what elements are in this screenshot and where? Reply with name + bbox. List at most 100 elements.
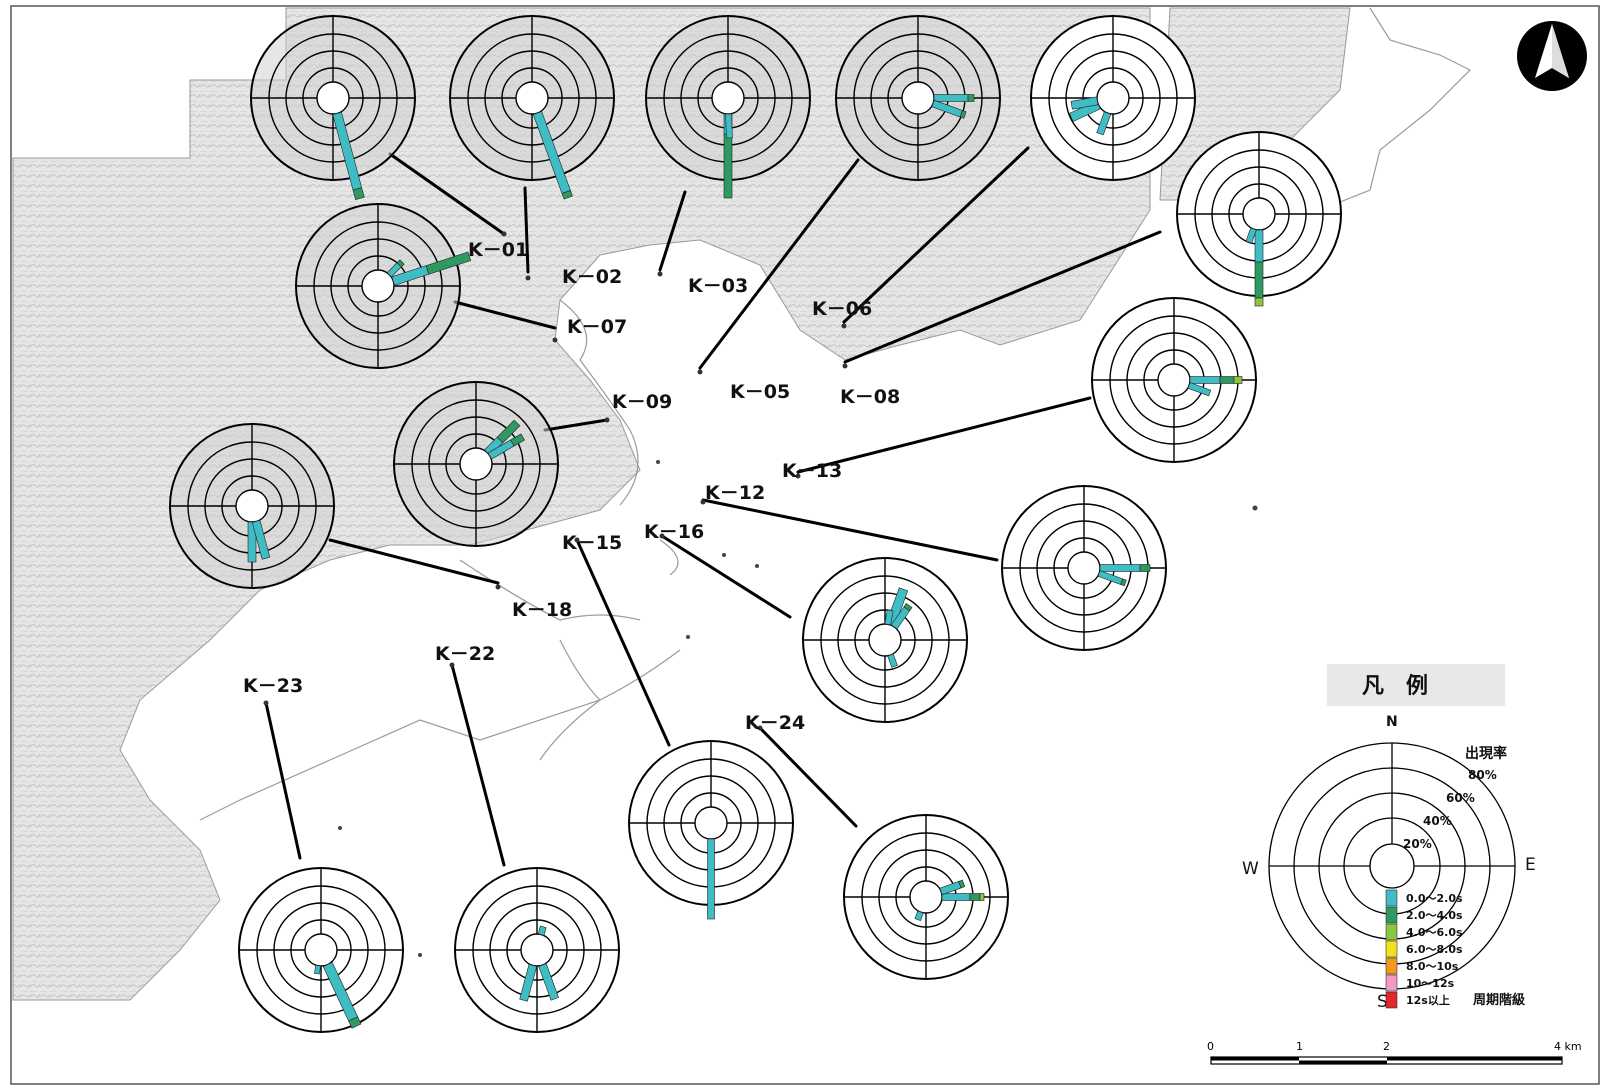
legend-rate-label: 出現率 [1465,745,1507,762]
wave-rose [1176,131,1342,307]
rose-bar [519,964,538,1002]
legend-swatch-4 [1385,957,1398,975]
rose-bar [1120,578,1127,587]
coastline [199,7,1472,821]
rose-bar [1254,229,1264,263]
legend-swatch-2 [1385,923,1398,941]
scale-tick-4: 4 km [1554,1040,1582,1053]
legend-period-classes: 0.0～2.0s 2.0～4.0s 4.0～6.0s 6.0～8.0s 8.0～10s 1… [1385,889,1463,1009]
rose-hub [459,447,493,481]
rose-hub [1067,551,1101,585]
rose-bar [979,893,985,901]
rose-hub [1157,363,1191,397]
rose-bar [707,838,715,920]
legend-swatch-3 [1385,940,1398,958]
rose-bar [251,520,271,560]
wave-rose [802,557,968,723]
wave-rose [449,15,615,200]
station-label-k01: K－01 [468,239,528,261]
legend-class-label-2: 4.0～6.0s [1406,926,1463,939]
rose-bar [1139,564,1151,572]
legend-class-label-3: 6.0～8.0s [1406,943,1463,956]
rose-bar [1219,376,1235,384]
rose-bar [510,433,525,447]
station-label-k07: K－07 [567,316,627,338]
station-label-k12: K－12 [705,482,765,504]
legend-class-label-5: 10～12s [1406,977,1455,990]
rose-hub [694,806,728,840]
legend-ring-20: 20% [1403,837,1432,851]
north-arrow-icon [1517,21,1587,91]
legend-title-box [1327,664,1505,706]
rose-bar [1254,297,1264,307]
legend-west: W [1242,859,1259,879]
rose-hub [901,81,935,115]
legend-ring-60: 60% [1446,791,1475,805]
station-label-k08: K－08 [840,386,900,408]
station-label-k02: K－02 [562,266,622,288]
rose-bar [967,94,975,102]
rose-bar [396,259,405,268]
station-label-k18: K－18 [512,599,572,621]
wave-rose [169,423,335,589]
legend-class-label-1: 2.0～4.0s [1406,909,1463,922]
legend-north: N [1386,714,1398,730]
rose-bar [348,1016,362,1029]
wave-rose [1030,15,1196,181]
wave-rose [295,203,472,369]
rose-hub [515,81,549,115]
scale-tick-2: 2 [1383,1040,1390,1053]
rose-bar [1233,376,1243,384]
wave-rose [645,15,811,199]
station-labels: K－01 K－02 K－03 K－05 K－06 K－07 K－08 K－09 … [243,239,900,734]
wave-rose [454,867,620,1033]
station-label-k09: K－09 [612,391,672,413]
rose-bar [1070,96,1099,110]
rose-hub [304,933,338,967]
leader-lines [264,146,1162,867]
station-label-k22: K－22 [435,643,495,665]
rose-bar [884,609,894,626]
wave-rose [1091,297,1257,463]
rose-hub [909,880,943,914]
rose-bar [1187,382,1212,397]
rose-bar [887,653,898,668]
rose-bar [1189,376,1221,384]
wave-rose [238,867,404,1033]
rose-bar [425,251,472,275]
rose-bar [496,419,521,444]
legend-class-label-6: 12s以上 [1406,993,1450,1007]
rose-bar [914,910,924,921]
rose-bar [538,963,559,1001]
rose-bar [958,879,966,889]
scale-bar: 0 1 2 4 km [1207,1040,1582,1065]
legend-period-label: 周期階級 [1473,992,1525,1008]
legend-south: S [1377,992,1388,1012]
station-label-k03: K－03 [688,275,748,297]
rose-hub [316,81,350,115]
wave-rose [393,381,559,547]
rose-bar [903,603,913,612]
station-label-k16: K－16 [644,521,704,543]
rose-hub [711,81,745,115]
wave-rose [1001,485,1167,651]
rose-bar [723,133,733,199]
wave-rose [250,15,416,200]
legend-swatch-1 [1385,906,1398,924]
legend-swatch-6 [1385,991,1398,1009]
scale-tick-1: 1 [1296,1040,1303,1053]
legend-title: 凡 例 [1362,674,1428,699]
rose-hub [520,933,554,967]
legend: 凡 例 N S E W 出現率 80% 60% 40% 20% 0.0～2.0s… [1242,664,1536,1012]
rose-bar [941,893,971,901]
legend-swatch-0 [1385,889,1398,907]
rose-bar [725,113,733,139]
rose-hub [1242,197,1276,231]
rose-bar [1096,111,1112,136]
wave-rose [835,15,1001,181]
rose-bar [933,94,969,102]
legend-ring-40: 40% [1423,814,1452,828]
rose-bar [537,925,547,936]
rose-hub [1096,81,1130,115]
